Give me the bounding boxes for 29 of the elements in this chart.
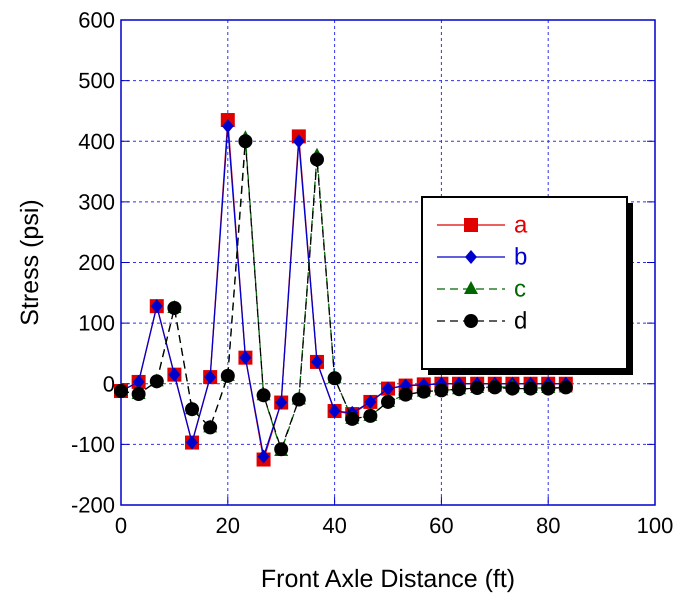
x-axis-title: Front Axle Distance (ft) — [260, 565, 516, 593]
x-tick-label: 20 — [216, 513, 240, 538]
point — [310, 152, 324, 166]
point — [258, 450, 270, 464]
y-tick-label: -100 — [70, 432, 115, 457]
y-tick-label: -200 — [70, 492, 115, 518]
y-axis-title: Stress (psi) — [16, 199, 44, 326]
legend-label: b — [514, 244, 528, 270]
point — [541, 382, 556, 396]
point — [488, 380, 502, 394]
point — [292, 134, 305, 148]
x-tick-label: 100 — [636, 513, 674, 538]
legend-label: d — [514, 308, 528, 334]
y-tick-label: 600 — [78, 8, 115, 32]
y-tick-label: 500 — [78, 68, 115, 94]
y-tick-label: 100 — [78, 310, 115, 336]
point — [505, 382, 520, 396]
legend-label: a — [514, 212, 528, 238]
y-tick-label: 300 — [78, 189, 115, 214]
point — [222, 119, 234, 134]
x-tick-label: 60 — [429, 513, 454, 538]
legend-label: c — [514, 276, 526, 302]
point — [524, 382, 538, 396]
x-tick-label: 40 — [322, 513, 347, 538]
point — [238, 134, 252, 148]
y-tick-label: 400 — [78, 128, 115, 154]
y-tick-label: 0 — [102, 371, 115, 396]
y-tick-label: 200 — [78, 250, 115, 275]
x-tick-label: 80 — [536, 513, 560, 538]
